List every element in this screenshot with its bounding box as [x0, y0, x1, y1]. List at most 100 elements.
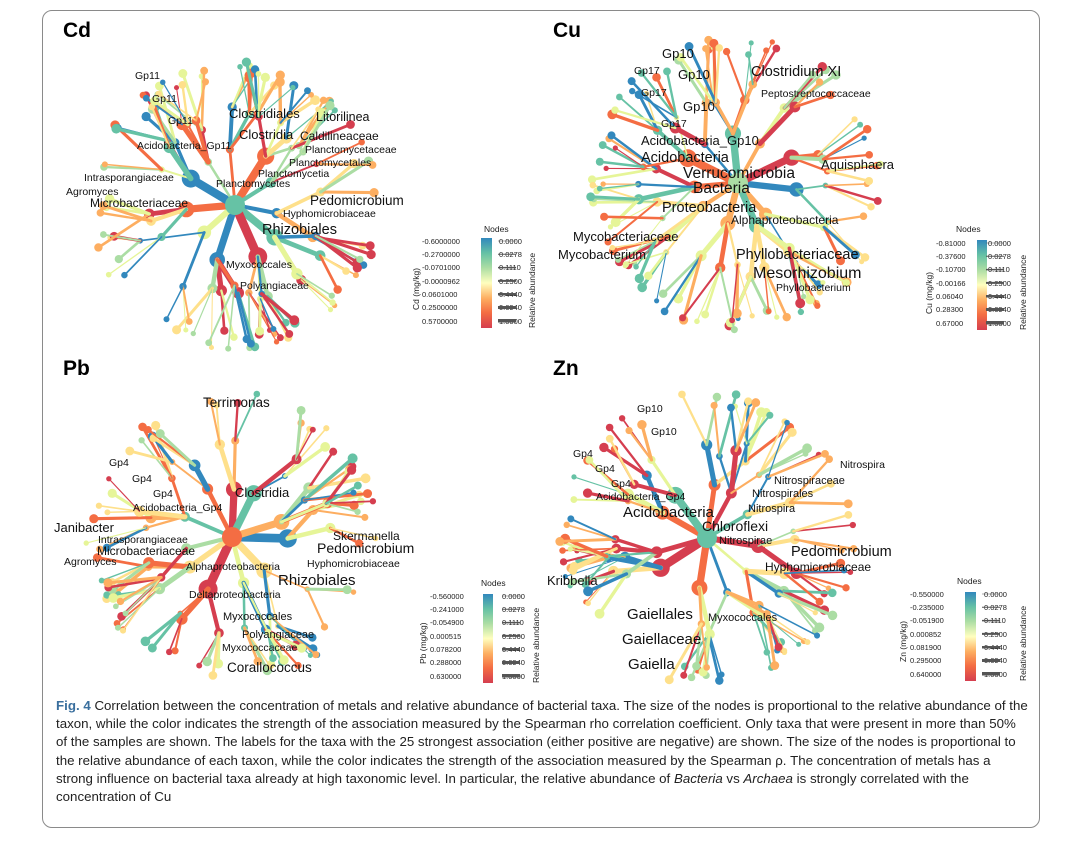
- tree-edge: [661, 186, 696, 220]
- tree-node: [190, 330, 196, 337]
- tree-node: [309, 426, 316, 433]
- tree-node: [297, 643, 307, 653]
- tree-node: [821, 450, 829, 458]
- tree-edge: [782, 589, 826, 612]
- tree-edge: [644, 473, 665, 515]
- legend-color-value: -0.0701000: [422, 263, 460, 272]
- tree-edge: [627, 499, 664, 514]
- tree-node: [353, 481, 362, 490]
- tree-node: [116, 597, 125, 606]
- tree-edge: [824, 184, 879, 203]
- legend-color-value: -0.2700000: [422, 250, 460, 259]
- tree-node: [369, 498, 377, 505]
- tree-node: [98, 201, 108, 211]
- tree-edge: [296, 273, 334, 304]
- tree-edge: [243, 626, 260, 663]
- legend-color-value: 0.000852: [910, 630, 941, 639]
- tree-edge: [743, 568, 788, 576]
- tree-node: [267, 663, 274, 670]
- tree-edge: [266, 630, 304, 650]
- tree-node: [610, 217, 621, 228]
- tree-edge: [726, 222, 739, 266]
- taxon-label: Rhizobiales: [262, 222, 337, 238]
- taxon-label: Myxococcales: [708, 612, 778, 624]
- labels-cu: Gp10 Gp17 Gp10 Clostridium XI Gp17 Pepto…: [558, 46, 895, 294]
- caption-text: Correlation between the concentration of…: [56, 698, 1028, 786]
- tree-edge: [280, 498, 306, 524]
- tree-node: [814, 622, 825, 633]
- tree-edge: [272, 234, 300, 277]
- tree-node: [873, 196, 882, 205]
- tree-edge: [625, 251, 668, 266]
- tree-node: [312, 650, 320, 659]
- tree-node: [784, 419, 790, 426]
- tree-node: [808, 70, 817, 79]
- tree-edge: [312, 508, 366, 519]
- tree-node: [812, 610, 818, 616]
- tree-edge: [301, 103, 332, 154]
- tree-edge: [108, 478, 141, 512]
- tree-node: [585, 456, 594, 464]
- taxon-label: Planctomycetales: [289, 157, 371, 169]
- tree-edge: [646, 250, 668, 278]
- tree-node: [731, 308, 742, 319]
- tree-edge: [586, 572, 629, 593]
- tree-node: [173, 85, 180, 91]
- tree-node: [836, 256, 846, 266]
- taxon-label: Alphaproteobacteria: [186, 561, 280, 573]
- tree-edge: [300, 279, 336, 307]
- tree-edge: [228, 112, 259, 151]
- tree-edge: [569, 517, 617, 541]
- tree-edge: [314, 234, 373, 257]
- taxon-label: Nitrospirales: [752, 488, 814, 500]
- tree-node: [587, 175, 597, 184]
- tree-edge: [181, 231, 206, 288]
- tree-edge: [143, 611, 182, 643]
- tree-edge: [194, 118, 211, 164]
- tree-edge: [608, 426, 648, 477]
- heat-tree-cu: [586, 35, 884, 334]
- tree-edge: [565, 523, 617, 541]
- tree-edge: [319, 254, 348, 273]
- caption-italic-archaea: Archaea: [743, 770, 793, 786]
- tree-node: [269, 654, 277, 662]
- legend-size-value: 0.0000: [499, 237, 522, 246]
- tree-node: [595, 157, 604, 166]
- tree-edge: [105, 526, 148, 550]
- tree-edge: [272, 234, 323, 258]
- tree-edge: [234, 393, 258, 442]
- tree-root-node: [697, 528, 717, 548]
- tree-edge: [788, 501, 850, 506]
- taxon-label: Gp17: [661, 118, 687, 130]
- tree-edge: [677, 58, 708, 105]
- tree-edge: [824, 184, 873, 208]
- tree-edge: [682, 254, 703, 322]
- tree-edge: [590, 167, 658, 181]
- taxon-label: Gp10: [662, 46, 694, 61]
- tree-edge: [713, 404, 721, 458]
- tree-edge: [146, 560, 193, 570]
- legend-color-axis: Cu (mg/kg): [924, 272, 934, 314]
- tree-edge: [259, 292, 297, 322]
- legend-nodes-title: Nodes: [956, 224, 981, 234]
- legend-color-value: -0.00166: [936, 279, 966, 288]
- taxon-label: Myxococcaceae: [222, 642, 297, 654]
- taxon-label: Mesorhizobium: [753, 265, 861, 282]
- legend-color-value: 0.078200: [430, 645, 461, 654]
- tree-node: [586, 192, 596, 202]
- tree-edge: [158, 432, 197, 467]
- tree-edge: [181, 83, 190, 126]
- tree-edge: [624, 217, 664, 267]
- tree-node: [151, 420, 161, 431]
- tree-node: [363, 489, 373, 499]
- tree-edge: [104, 163, 163, 171]
- tree-node: [101, 161, 108, 168]
- tree-edge: [124, 576, 162, 615]
- tree-node: [327, 307, 334, 313]
- legend-color-value: -0.6000000: [422, 237, 460, 246]
- taxon-label: Clostridia: [239, 127, 294, 142]
- tree-edge: [215, 258, 237, 288]
- legend-color-value: 0.28300: [936, 305, 963, 314]
- tree-node: [598, 141, 607, 149]
- tree-node: [605, 423, 614, 432]
